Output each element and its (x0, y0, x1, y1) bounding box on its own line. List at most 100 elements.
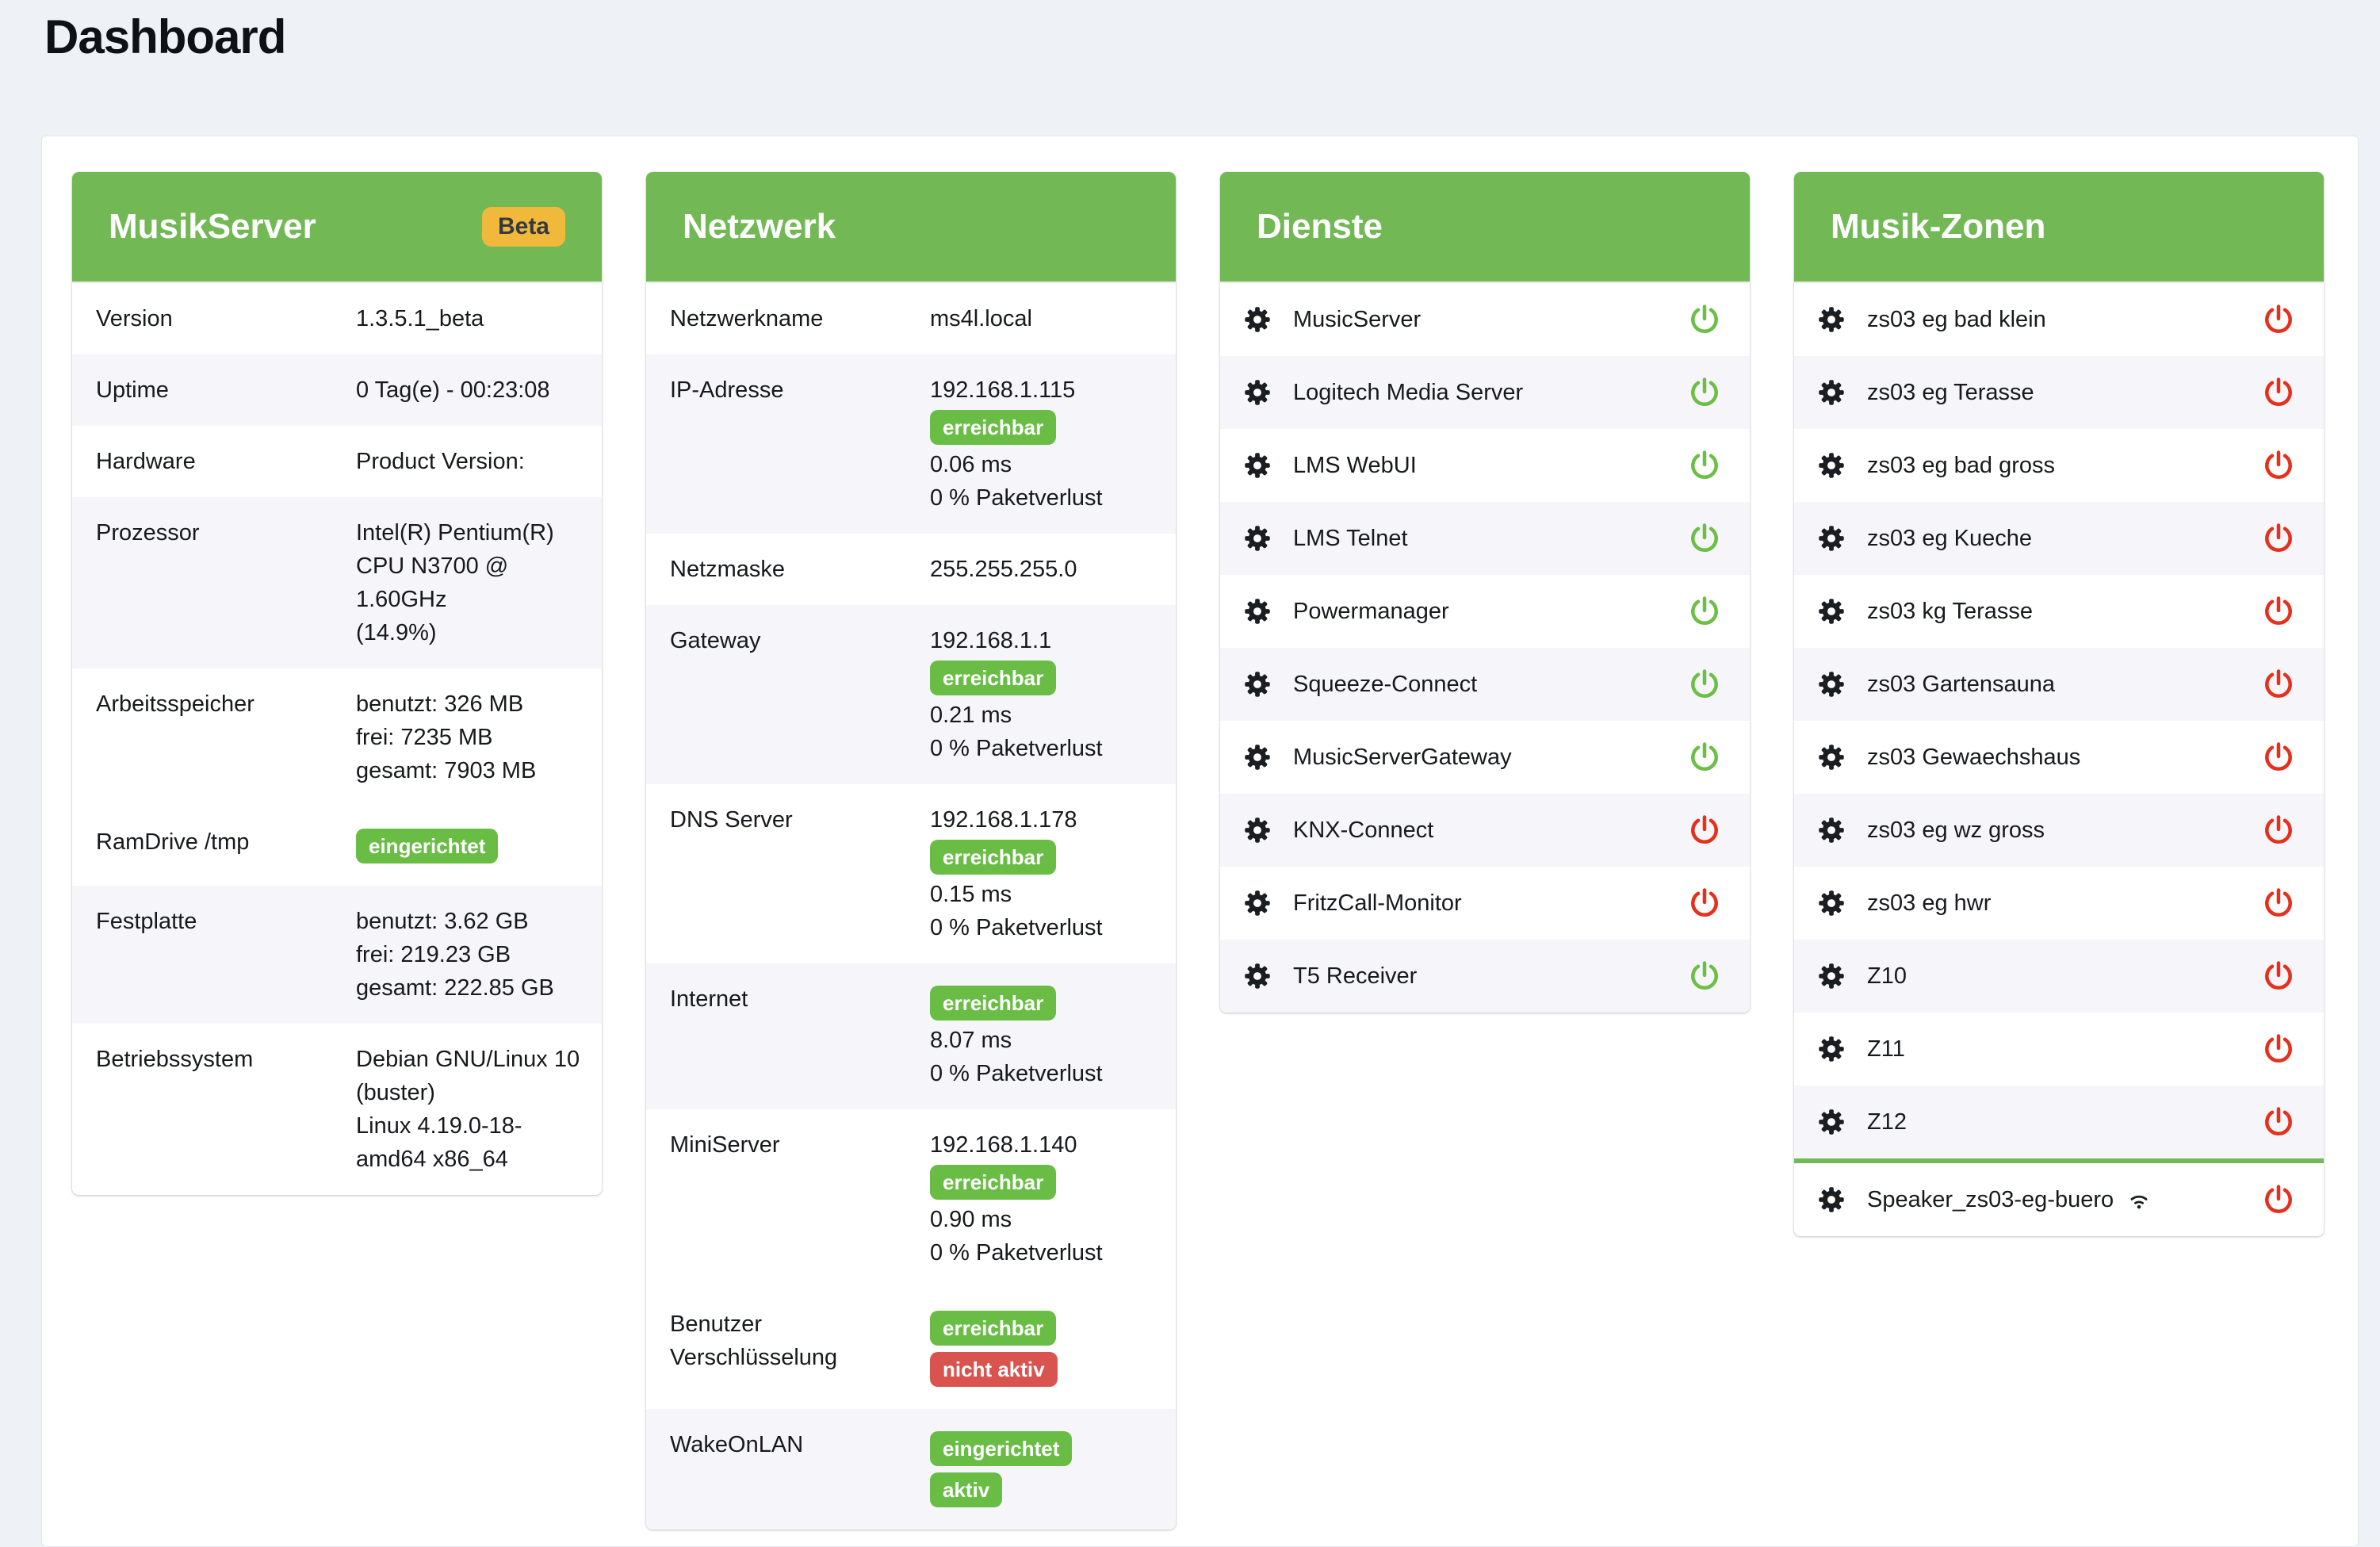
row-value-line: erreichbar (930, 657, 1163, 699)
row-value-line: eingerichtet (356, 825, 589, 867)
row-value: Debian GNU/Linux 10 (buster) Linux 4.19.0-… (356, 1043, 602, 1176)
row-value-line: 1.3.5.1_beta (356, 306, 484, 331)
table-row: Version 1.3.5.1_beta (72, 283, 602, 354)
service-row: MusicServer (1220, 283, 1750, 356)
power-icon[interactable] (1688, 303, 1721, 336)
service-name: LMS Telnet (1293, 525, 1408, 551)
gear-icon[interactable] (1818, 379, 1845, 406)
table-row: Prozessor Intel(R) Pentium(R) CPU N3700 @ 1… (72, 497, 602, 668)
power-icon[interactable] (1688, 376, 1721, 409)
row-value-line: 192.168.1.140 (930, 1132, 1077, 1158)
row-label-line: RamDrive /tmp (96, 829, 250, 855)
row-value-line: benutzt: 326 MB (356, 691, 524, 717)
row-value: 0 Tag(e) - 00:23:08 (356, 373, 602, 407)
status-badge: eingerichtet (930, 1431, 1073, 1466)
power-icon[interactable] (1688, 522, 1721, 555)
row-value-line: erreichbar (930, 837, 1163, 878)
gear-icon[interactable] (1244, 963, 1271, 990)
table-row: Betriebssystem Debian GNU/Linux 10 (buster… (72, 1024, 602, 1195)
service-name: Z10 (1867, 963, 1907, 989)
row-label-line: Netzmaske (670, 557, 786, 582)
row-value-line: eingerichtet (930, 1428, 1163, 1469)
row-label: Netzwerkname (646, 302, 930, 335)
power-icon[interactable] (1688, 886, 1721, 920)
card-header: Netzwerk (646, 172, 1176, 283)
row-label-line: Netzwerkname (670, 306, 824, 331)
power-icon[interactable] (2262, 1183, 2295, 1216)
gear-icon[interactable] (1818, 817, 1845, 844)
gear-icon[interactable] (1818, 306, 1845, 333)
row-label: Internet (646, 982, 930, 1090)
row-label-line: MiniServer (670, 1132, 780, 1158)
row-value-line: 0 % Paketverlust (930, 1240, 1103, 1266)
service-row: zs03 eg bad gross (1794, 429, 2324, 502)
row-value-line: 0.06 ms (930, 452, 1012, 477)
row-value-line: 0.15 ms (930, 882, 1012, 907)
row-label: Uptime (72, 373, 356, 407)
row-value-line: aktiv (930, 1469, 1163, 1511)
gear-icon[interactable] (1818, 525, 1845, 552)
row-value-line: 1.60GHz (356, 587, 447, 612)
service-row: Powermanager (1220, 575, 1750, 648)
power-icon[interactable] (1688, 814, 1721, 847)
card-header: Musik-Zonen (1794, 172, 2324, 283)
power-icon[interactable] (2262, 1032, 2295, 1066)
row-label-line: Verschlüsselung (670, 1345, 838, 1370)
gear-icon[interactable] (1244, 817, 1271, 844)
table-row: Benutzer Verschlüsselung erreichbar nicht a… (646, 1289, 1176, 1409)
power-icon[interactable] (2262, 959, 2295, 993)
gear-icon[interactable] (1818, 963, 1845, 990)
row-label-line: Hardware (96, 449, 196, 474)
gear-icon[interactable] (1818, 671, 1845, 698)
row-value: 192.168.1.115 erreichbar 0.06 ms 0 % Paketv… (930, 373, 1176, 515)
power-icon[interactable] (2262, 668, 2295, 701)
power-icon[interactable] (2262, 814, 2295, 847)
row-value-line: frei: 7235 MB (356, 725, 493, 750)
power-icon[interactable] (2262, 595, 2295, 628)
service-name: Z11 (1867, 1036, 1905, 1062)
power-icon[interactable] (2262, 376, 2295, 409)
row-label: Gateway (646, 624, 930, 765)
gear-icon[interactable] (1818, 1036, 1845, 1063)
gear-icon[interactable] (1818, 744, 1845, 771)
page-title: Dashboard (44, 10, 286, 63)
gear-icon[interactable] (1244, 525, 1271, 552)
power-icon[interactable] (1688, 959, 1721, 993)
beta-badge: Beta (481, 207, 565, 247)
power-icon[interactable] (2262, 449, 2295, 482)
gear-icon[interactable] (1244, 379, 1271, 406)
service-row: Squeeze-Connect (1220, 648, 1750, 721)
gear-icon[interactable] (1244, 744, 1271, 771)
card-dienste: Dienste MusicServer Logitech Media Server L… (1220, 172, 1750, 1013)
gear-icon[interactable] (1244, 452, 1271, 479)
power-icon[interactable] (1688, 595, 1721, 628)
gear-icon[interactable] (1818, 452, 1845, 479)
gear-icon[interactable] (1244, 890, 1271, 917)
row-value: Product Version: (356, 445, 602, 478)
power-icon[interactable] (1688, 668, 1721, 701)
gear-icon[interactable] (1244, 598, 1271, 625)
service-name: T5 Receiver (1293, 963, 1418, 989)
row-value-line: frei: 219.23 GB (356, 942, 511, 967)
power-icon[interactable] (2262, 1105, 2295, 1139)
gear-icon[interactable] (1244, 671, 1271, 698)
power-icon[interactable] (2262, 303, 2295, 336)
row-value-line: Debian GNU/Linux 10 (356, 1047, 580, 1072)
service-row: LMS WebUI (1220, 429, 1750, 502)
gear-icon[interactable] (1244, 306, 1271, 333)
power-icon[interactable] (2262, 522, 2295, 555)
power-icon[interactable] (2262, 741, 2295, 774)
gear-icon[interactable] (1818, 598, 1845, 625)
status-badge: erreichbar (930, 1165, 1057, 1200)
row-label-line: Uptime (96, 377, 169, 403)
row-label-line: Version (96, 306, 173, 331)
gear-icon[interactable] (1818, 890, 1845, 917)
gear-icon[interactable] (1818, 1109, 1845, 1135)
gear-icon[interactable] (1818, 1186, 1845, 1213)
power-icon[interactable] (1688, 449, 1721, 482)
power-icon[interactable] (1688, 741, 1721, 774)
service-row: zs03 eg hwr (1794, 867, 2324, 940)
service-row: zs03 eg Terasse (1794, 356, 2324, 429)
row-label: Betriebssystem (72, 1043, 356, 1176)
power-icon[interactable] (2262, 886, 2295, 920)
